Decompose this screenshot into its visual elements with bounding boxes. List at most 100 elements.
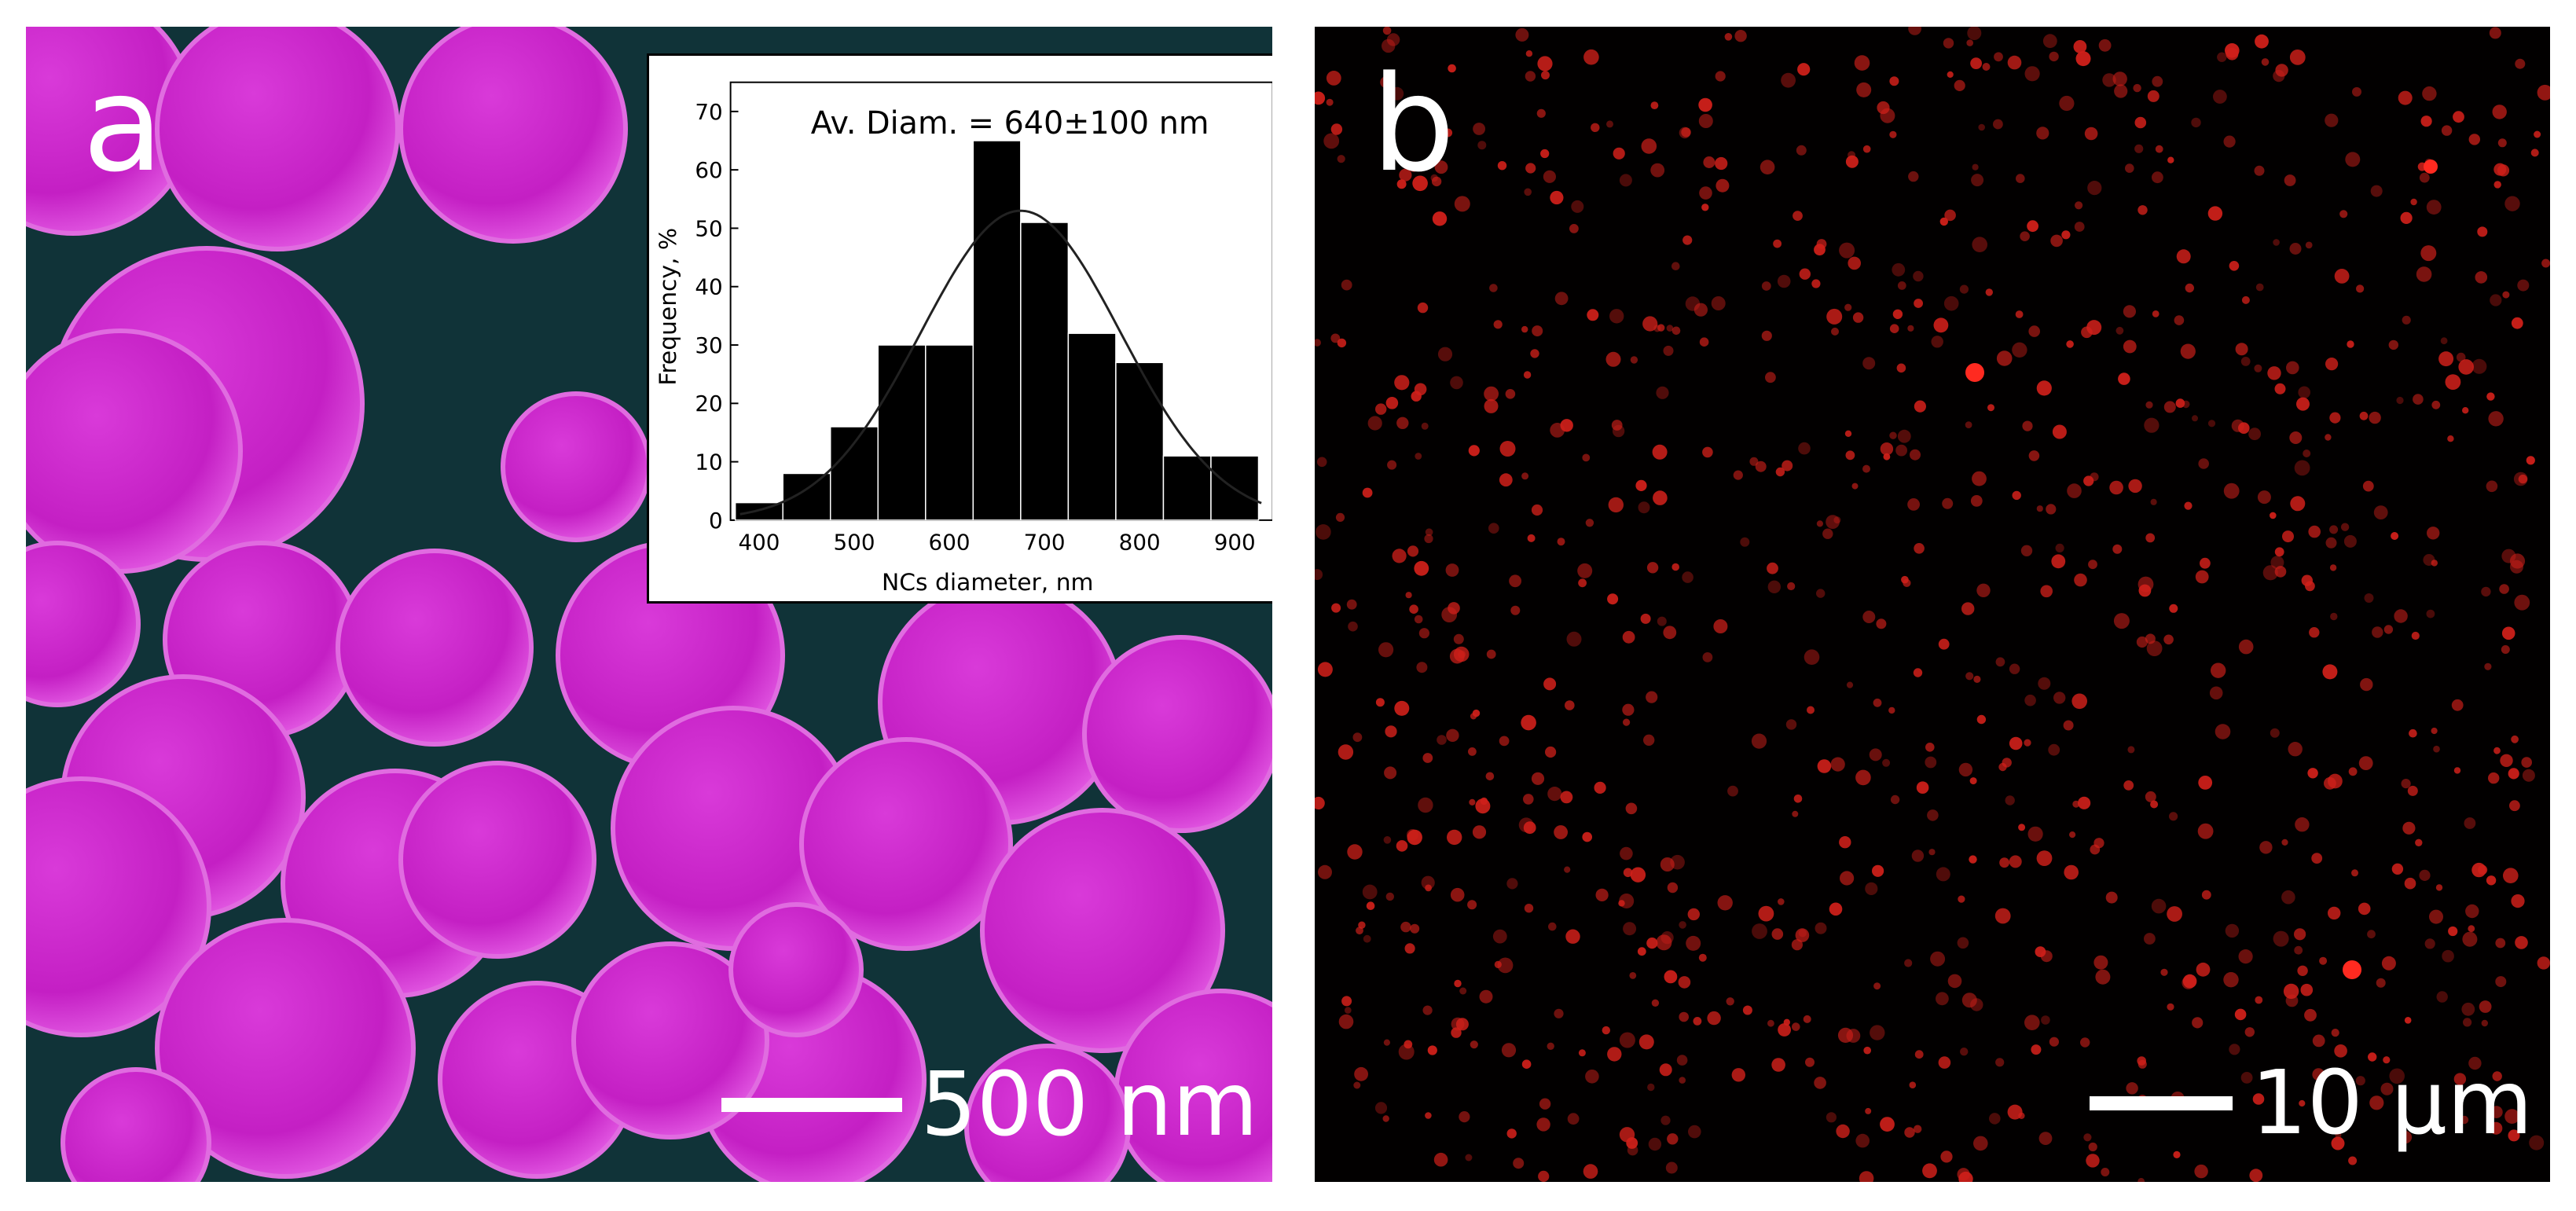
fluorescent-dot [1582, 453, 1591, 462]
fluorescent-dot [1499, 736, 1510, 747]
fluorescent-dot [2191, 117, 2201, 128]
fluorescent-dot [1911, 850, 1925, 862]
fluorescent-dot [1969, 855, 1977, 864]
fluorescent-dot [1564, 866, 1571, 873]
fluorescent-dot [1930, 951, 1946, 967]
fluorescent-dot [2195, 570, 2209, 584]
fluorescent-dot [2330, 612, 2338, 621]
fluorescent-dot [2259, 841, 2273, 854]
fluorescent-dot [1914, 400, 1926, 413]
fluorescent-dot [2169, 812, 2178, 821]
fluorescent-dot [2270, 728, 2280, 738]
fluorescent-dot [1499, 441, 1516, 457]
fluorescent-dot [1742, 1005, 1752, 1015]
fluorescent-dot [2071, 693, 2087, 710]
nanoparticle [1118, 993, 1272, 1182]
fluorescent-dot [2041, 1015, 2050, 1025]
fluorescent-dot [1976, 583, 1991, 597]
fluorescent-dot [2495, 938, 2506, 949]
fluorescent-dot [2254, 165, 2265, 176]
fluorescent-dot [1787, 582, 1796, 591]
fluorescent-dot [2137, 576, 2154, 593]
fluorescent-dot [2267, 366, 2281, 380]
fluorescent-dot [2509, 553, 2526, 569]
fluorescent-dot [1961, 602, 1975, 615]
fluorescent-dot [2462, 407, 2469, 414]
fluorescent-dot [2027, 220, 2038, 233]
fluorescent-dot [2426, 200, 2442, 215]
fluorescent-dot [2294, 928, 2306, 941]
fluorescent-dot [1622, 630, 1635, 644]
fluorescent-dot [1663, 626, 1677, 640]
fluorescent-dot [1873, 698, 1882, 707]
fluorescent-dot [2249, 1169, 2263, 1182]
fluorescent-dot [2358, 756, 2373, 770]
fluorescent-dot [1755, 461, 1767, 472]
fluorescent-dot [1671, 326, 1681, 336]
nanoparticle [733, 907, 859, 1033]
fluorescent-dot [1693, 1017, 1702, 1026]
fluorescent-dot [1385, 892, 1394, 901]
fluorescent-dot [2453, 1073, 2467, 1085]
fluorescent-dot [1421, 422, 1429, 430]
fluorescent-dot [1625, 802, 1638, 815]
fluorescent-dot [1927, 809, 1939, 821]
fluorescent-dot [2504, 1109, 2519, 1124]
fluorescent-dot [1957, 937, 1969, 949]
fluorescent-dot [2389, 1068, 2405, 1084]
fluorescent-dot [1839, 242, 1855, 259]
fluorescent-dot [2329, 564, 2337, 571]
fluorescent-dot [1623, 718, 1631, 726]
fluorescent-dot [1693, 303, 1708, 317]
fluorescent-dot [2383, 625, 2394, 634]
fluorescent-dot [1618, 900, 1625, 907]
fluorescent-dot [1751, 733, 1767, 749]
fluorescent-dot [2481, 586, 2491, 597]
fluorescent-dot [2270, 556, 2284, 570]
fluorescent-dot [1434, 160, 1448, 174]
fluorescent-dot [1854, 55, 1870, 71]
fluorescent-dot [2364, 593, 2374, 603]
fluorescent-dot [1892, 262, 1906, 277]
fluorescent-dot [1965, 421, 1972, 428]
fluorescent-dot [2334, 269, 2350, 284]
fluorescent-dot [2036, 850, 2053, 866]
fluorescent-dot [1778, 898, 1785, 905]
fluorescent-dot [1966, 39, 1973, 46]
fluorescent-dot [1521, 714, 1536, 731]
fluorescent-dot [1914, 1050, 1924, 1059]
fluorescent-dot [2173, 1150, 2181, 1158]
fluorescent-dot [2465, 904, 2479, 919]
fluorescent-dot [2368, 1052, 2377, 1062]
fluorescent-dot [2383, 1056, 2391, 1064]
fluorescent-dot [2493, 181, 2501, 189]
fluorescent-dot [1791, 939, 1803, 951]
fluorescent-dot [1525, 71, 1536, 82]
nanoparticle [26, 333, 238, 569]
fluorescent-dot [2521, 757, 2532, 768]
fluorescent-dot [2401, 779, 2411, 789]
fluorescent-dot [1686, 935, 1701, 951]
fluorescent-dot [1398, 1044, 1415, 1060]
nanoparticle [26, 781, 207, 1033]
fluorescent-dot [1622, 703, 1635, 716]
fluorescent-dot [2422, 86, 2437, 101]
fluorescent-dot [2404, 1017, 2412, 1024]
fluorescent-dot [1961, 993, 1977, 1008]
fluorescent-dot [2207, 420, 2216, 428]
fluorescent-dot [2035, 946, 2046, 957]
fluorescent-dot [2134, 116, 2147, 129]
nanoparticle [804, 742, 1008, 946]
fluorescent-dot [1623, 922, 1637, 936]
fluorescent-dot [2185, 283, 2194, 293]
fluorescent-dot [1775, 467, 1785, 477]
fluorescent-dot [1653, 490, 1668, 505]
fluorescent-dot [1987, 404, 1994, 412]
fluorescent-dot [1437, 347, 1453, 361]
fluorescent-dot [2031, 1044, 2042, 1055]
fluorescent-dot [1687, 908, 1700, 921]
fluorescent-dot [1425, 884, 1432, 892]
fluorescent-dot [2462, 931, 2478, 947]
fluorescent-dot [2511, 317, 2523, 329]
fluorescent-dot [2176, 249, 2191, 264]
